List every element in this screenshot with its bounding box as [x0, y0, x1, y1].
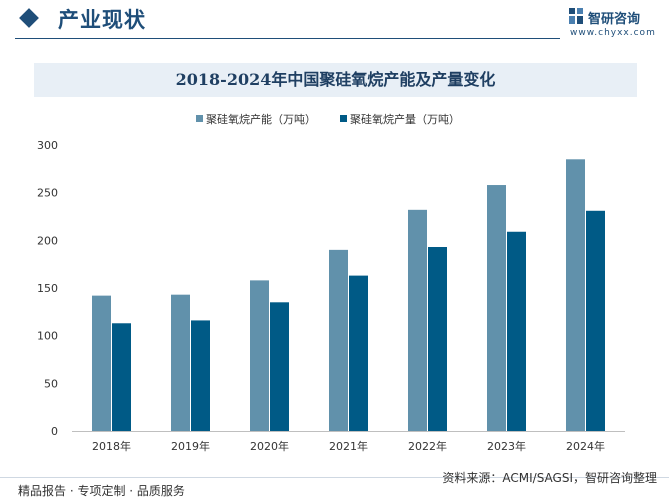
bar-chart: 聚硅氧烷产能（万吨） 聚硅氧烷产量（万吨） 050100150200250300 … [37, 112, 625, 453]
x-tick-label: 2019年 [171, 439, 210, 453]
brand-logo-icon [569, 8, 583, 24]
y-tick-label: 100 [37, 330, 58, 343]
bar-output-2 [270, 302, 289, 431]
y-tick-label: 200 [37, 234, 58, 247]
bar-output-3 [349, 275, 368, 431]
y-tick-label: 50 [44, 377, 58, 390]
bar-capacity-3 [329, 249, 348, 431]
brand-block: 智研咨询 www.chyxx.com [568, 6, 664, 40]
bar-output-4 [428, 247, 447, 431]
bar-capacity-2 [250, 280, 269, 431]
diamond-icon [19, 8, 39, 28]
y-tick-label: 150 [37, 282, 58, 295]
y-tick-label: 0 [51, 425, 58, 438]
x-tick-label: 2018年 [92, 439, 131, 453]
footer-tagline: 精品报告 · 专项定制 · 品质服务 [18, 484, 185, 498]
header-divider [15, 38, 560, 39]
bar-capacity-1 [171, 294, 190, 431]
bar-capacity-5 [487, 185, 506, 431]
bar-output-1 [191, 320, 210, 431]
bar-output-6 [586, 210, 605, 431]
y-axis: 0 50 100 150 200 250 300 [37, 139, 58, 438]
x-tick-label: 2024年 [566, 439, 605, 453]
chart-title: 2018-2024年中国聚硅氧烷产能及产量变化 [34, 63, 637, 97]
bar-capacity-0 [92, 295, 111, 431]
source-note: 资料来源：ACMI/SAGSI，智研咨询整理 [442, 471, 657, 485]
legend-label-2: 聚硅氧烷产量（万吨） [350, 112, 460, 126]
legend-swatch-2 [340, 115, 347, 122]
bar-capacity-6 [566, 159, 585, 432]
brand-name: 智研咨询 [588, 12, 641, 27]
bar-output-0 [112, 323, 131, 431]
footer-divider [0, 477, 669, 478]
chart-legend: 聚硅氧烷产能（万吨） 聚硅氧烷产量（万吨） [196, 112, 460, 126]
brand-url: www.chyxx.com [570, 28, 656, 38]
x-axis: 2018年 2019年 2020年 2021年 2022年 2023年 2024年 [72, 431, 625, 453]
x-tick-label: 2020年 [250, 439, 289, 453]
y-tick-label: 300 [37, 139, 58, 152]
x-tick-label: 2022年 [408, 439, 447, 453]
legend-label-1: 聚硅氧烷产能（万吨） [206, 112, 316, 126]
legend-swatch-1 [196, 115, 203, 122]
y-tick-label: 250 [37, 187, 58, 200]
bar-capacity-4 [408, 209, 427, 431]
bar-output-5 [507, 231, 526, 431]
bars [92, 159, 605, 432]
section-title: 产业现状 [58, 8, 146, 32]
section-header: 产业现状 智研咨询 www.chyxx.com [0, 0, 669, 44]
x-tick-label: 2021年 [329, 439, 368, 453]
x-tick-label: 2023年 [487, 439, 526, 453]
